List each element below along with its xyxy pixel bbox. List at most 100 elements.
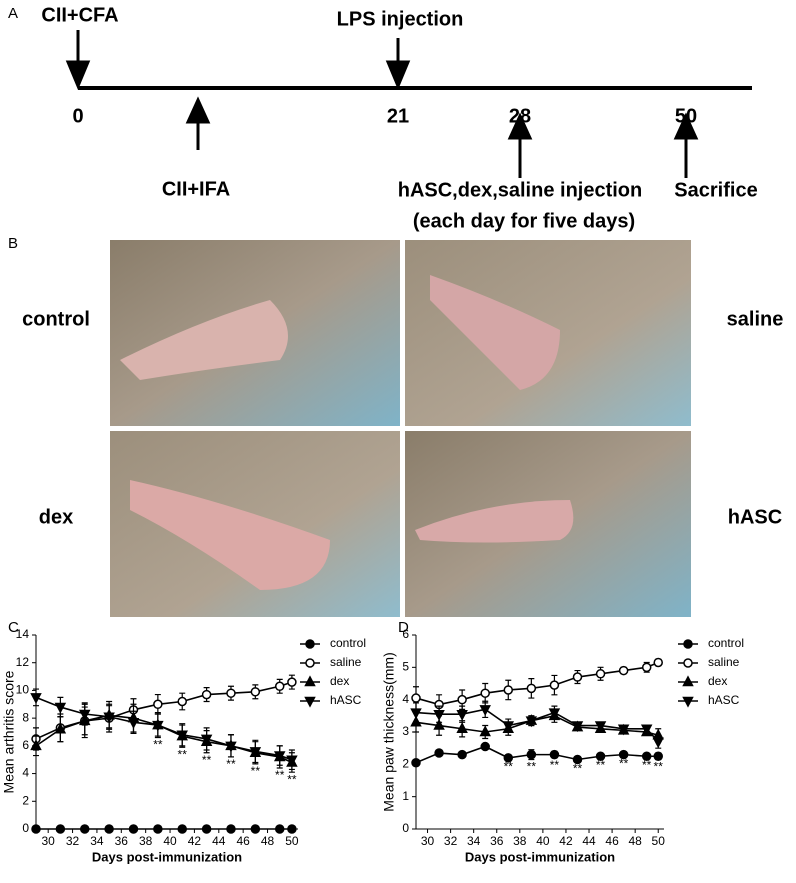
marker	[434, 748, 444, 758]
annotation: **	[527, 760, 537, 774]
x-tick-label: 30	[42, 834, 56, 848]
marker	[78, 709, 91, 721]
marker	[433, 718, 445, 730]
y-axis-label: Mean paw thickness(mm)	[381, 652, 397, 812]
legend-label: hASC	[708, 693, 740, 707]
marker	[250, 824, 261, 834]
marker	[304, 675, 316, 687]
annotation: **	[202, 753, 212, 767]
annotation: **	[550, 758, 560, 772]
timeline-tick: 50	[675, 105, 697, 127]
y-tick-label: 4	[402, 692, 409, 706]
marker	[641, 751, 652, 761]
timeline-label: Sacrifice	[674, 179, 757, 201]
marker	[457, 694, 467, 705]
marker	[525, 716, 538, 728]
marker	[479, 705, 491, 716]
marker	[411, 693, 421, 703]
y-tick-label: 4	[22, 766, 29, 780]
marker	[572, 672, 583, 682]
x-tick-label: 38	[139, 834, 153, 848]
photos	[110, 240, 691, 617]
annotation: **	[153, 738, 163, 752]
annotation: **	[178, 747, 188, 761]
marker	[480, 741, 490, 752]
legend-label: saline	[708, 655, 740, 669]
series-line	[415, 708, 659, 743]
annotation: **	[642, 758, 652, 772]
marker	[549, 680, 560, 690]
x-tick-label: 32	[444, 834, 458, 848]
legend-label: control	[330, 636, 366, 650]
legend-label: dex	[330, 674, 349, 688]
y-tick-label: 10	[16, 683, 30, 697]
marker	[640, 724, 653, 736]
marker	[617, 724, 630, 736]
marker	[200, 734, 213, 746]
marker	[274, 681, 285, 692]
panel-letter: C	[8, 619, 19, 636]
timeline-tick: 7	[192, 105, 203, 127]
marker	[226, 824, 236, 834]
marker	[103, 712, 115, 724]
marker	[54, 702, 67, 714]
marker	[595, 669, 606, 679]
marker	[201, 824, 212, 834]
marker	[249, 747, 262, 759]
y-tick-label: 3	[402, 724, 409, 738]
arrows	[65, 30, 699, 178]
x-tick-label: 40	[163, 834, 177, 848]
photo-label: control	[22, 308, 90, 330]
x-tick-label: 48	[261, 834, 275, 848]
marker	[31, 824, 41, 834]
marker	[548, 708, 561, 720]
timeline-label: hASC,dex,saline injection	[398, 179, 643, 201]
y-tick-label: 2	[402, 757, 409, 771]
x-tick-label: 30	[421, 834, 435, 848]
marker	[683, 639, 693, 649]
x-tick-label: 44	[212, 834, 226, 848]
marker	[30, 739, 42, 751]
paw	[415, 500, 574, 543]
marker	[503, 685, 514, 695]
x-tick-label: 34	[467, 834, 481, 848]
timeline-tick: 0	[72, 105, 83, 127]
marker	[128, 824, 139, 834]
annotation: **	[654, 760, 664, 774]
marker	[618, 665, 629, 676]
marker	[457, 749, 467, 760]
annotation: **	[251, 764, 261, 778]
timeline-tick: 28	[509, 105, 531, 127]
marker	[683, 658, 693, 668]
x-tick-label: 48	[628, 834, 642, 848]
marker	[652, 737, 664, 749]
timeline	[65, 30, 752, 178]
annotation: **	[504, 760, 514, 774]
marker	[549, 749, 560, 760]
x-tick-label: 36	[115, 834, 129, 848]
marker	[433, 709, 445, 721]
paw	[130, 480, 330, 590]
annotation: **	[596, 758, 606, 772]
x-tick-label: 42	[188, 834, 202, 848]
legend-label: hASC	[330, 693, 362, 707]
marker	[503, 753, 514, 763]
x-tick-label: 50	[285, 834, 299, 848]
marker	[177, 824, 187, 834]
panel-letter: D	[398, 619, 409, 636]
y-tick-label: 14	[16, 627, 30, 641]
timeline-label: (each day for five days)	[413, 210, 635, 232]
series-line	[415, 714, 659, 737]
marker	[287, 824, 297, 834]
marker	[152, 720, 164, 732]
y-tick-label: 12	[16, 655, 30, 669]
marker	[153, 699, 163, 710]
marker	[682, 696, 694, 708]
marker	[305, 658, 315, 668]
y-tick-label: 8	[22, 710, 29, 724]
annotation: **	[226, 757, 236, 771]
marker	[653, 751, 663, 761]
